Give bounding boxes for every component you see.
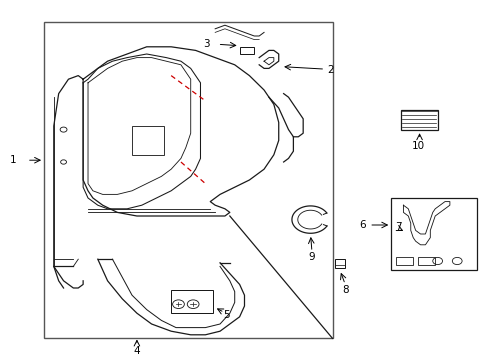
Text: 7: 7 (394, 222, 401, 232)
Bar (390, 198, 476, 270)
Text: 3: 3 (203, 39, 210, 49)
Text: 10: 10 (411, 141, 424, 151)
Bar (395, 257, 412, 265)
Text: 2: 2 (327, 65, 334, 75)
Text: 4: 4 (133, 346, 140, 356)
Text: 9: 9 (308, 252, 315, 262)
Bar (400, 110, 437, 130)
Bar (132, 126, 163, 155)
Bar (171, 290, 212, 313)
Text: 5: 5 (223, 310, 229, 320)
Bar (44, 22, 332, 338)
Text: 6: 6 (359, 220, 366, 230)
Bar (334, 259, 344, 268)
Bar (417, 257, 434, 265)
Text: 1: 1 (10, 155, 17, 165)
Text: 8: 8 (341, 285, 348, 295)
Bar (239, 47, 254, 54)
